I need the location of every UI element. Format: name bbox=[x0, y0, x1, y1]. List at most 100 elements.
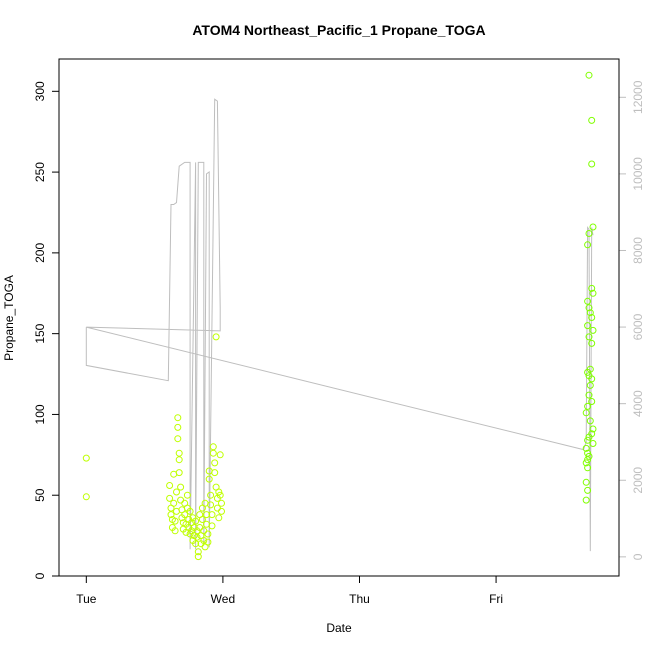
points-layer bbox=[82, 71, 597, 561]
data-point bbox=[192, 517, 200, 525]
data-point bbox=[584, 322, 592, 330]
data-point bbox=[209, 449, 217, 457]
data-point bbox=[173, 488, 180, 496]
data-point bbox=[585, 452, 593, 460]
data-point bbox=[174, 414, 182, 422]
y-tick-label: 0 bbox=[33, 572, 47, 579]
data-point bbox=[212, 333, 220, 341]
y2-tick-label: 0 bbox=[631, 553, 645, 560]
y-tick-label: 100 bbox=[33, 404, 47, 424]
x-tick-label: Thu bbox=[349, 592, 370, 606]
data-point bbox=[216, 451, 224, 459]
data-point bbox=[586, 417, 594, 425]
data-point bbox=[589, 425, 597, 433]
altitude-line-layer bbox=[85, 98, 594, 552]
y-tick-label: 250 bbox=[33, 162, 47, 182]
data-point bbox=[204, 538, 212, 546]
data-point bbox=[588, 375, 596, 383]
x-tick-label: Wed bbox=[211, 592, 235, 606]
data-point bbox=[211, 459, 219, 467]
data-point bbox=[215, 514, 223, 522]
data-point bbox=[218, 499, 225, 507]
data-point bbox=[181, 511, 189, 519]
x-axis-label: Date bbox=[326, 621, 352, 635]
data-point bbox=[198, 516, 206, 523]
data-point bbox=[177, 483, 185, 491]
data-point bbox=[588, 284, 596, 292]
data-point bbox=[585, 304, 593, 312]
data-point bbox=[589, 440, 597, 447]
data-point bbox=[584, 402, 592, 410]
data-point bbox=[588, 314, 596, 321]
data-point bbox=[585, 71, 593, 79]
data-point bbox=[200, 537, 208, 544]
data-point bbox=[205, 475, 213, 483]
data-point bbox=[582, 478, 590, 486]
y2-tick-label: 2000 bbox=[631, 467, 645, 494]
data-point bbox=[585, 333, 593, 341]
data-point bbox=[183, 491, 191, 499]
data-point bbox=[194, 553, 202, 561]
y-tick-label: 50 bbox=[33, 488, 47, 502]
data-point bbox=[582, 409, 590, 417]
data-point bbox=[588, 160, 596, 168]
data-point bbox=[174, 423, 182, 431]
data-point bbox=[170, 499, 178, 507]
data-point bbox=[167, 511, 175, 519]
y-tick-label: 200 bbox=[33, 243, 47, 263]
y-tick-label: 300 bbox=[33, 81, 47, 101]
data-point bbox=[192, 540, 200, 548]
data-point bbox=[166, 494, 174, 502]
x-tick-label: Fri bbox=[489, 592, 503, 606]
plot-frame bbox=[58, 58, 620, 577]
x-tick-label: Tue bbox=[76, 592, 97, 606]
data-point bbox=[582, 444, 590, 452]
data-point bbox=[584, 456, 592, 464]
data-point bbox=[589, 289, 597, 297]
data-point bbox=[588, 116, 596, 124]
data-point bbox=[584, 297, 592, 305]
data-point bbox=[586, 309, 594, 317]
data-point bbox=[186, 507, 194, 515]
data-point bbox=[208, 511, 216, 519]
data-point bbox=[218, 507, 225, 515]
data-point bbox=[584, 486, 592, 494]
y2-tick-label: 8000 bbox=[631, 237, 645, 264]
data-point bbox=[207, 491, 215, 499]
data-point bbox=[171, 527, 179, 535]
data-point bbox=[584, 436, 592, 444]
data-point bbox=[82, 454, 90, 462]
chart-title: ATOM4 Northeast_Pacific_1 Propane_TOGA bbox=[192, 22, 485, 38]
y2-tick-label: 12000 bbox=[631, 80, 645, 114]
data-point bbox=[588, 398, 596, 405]
data-point bbox=[204, 530, 212, 538]
data-point bbox=[582, 496, 590, 504]
data-point bbox=[584, 464, 592, 472]
data-point bbox=[589, 326, 597, 334]
data-point bbox=[193, 533, 201, 541]
data-point bbox=[194, 548, 202, 556]
data-point bbox=[588, 339, 596, 347]
data-point bbox=[208, 522, 216, 530]
data-point bbox=[589, 223, 597, 231]
data-point bbox=[585, 433, 593, 441]
altitude-line bbox=[85, 98, 594, 552]
data-point bbox=[171, 517, 179, 525]
y2-tick-label: 4000 bbox=[631, 390, 645, 417]
y-tick-label: 150 bbox=[33, 323, 47, 343]
y2-tick-label: 6000 bbox=[631, 313, 645, 340]
data-point bbox=[585, 230, 593, 237]
data-point bbox=[215, 488, 223, 496]
data-point bbox=[82, 493, 90, 501]
y-axis-label: Propane_TOGA bbox=[2, 275, 16, 361]
data-point bbox=[175, 456, 183, 464]
data-point bbox=[584, 368, 592, 376]
data-point bbox=[582, 459, 590, 467]
data-point bbox=[175, 469, 183, 477]
data-point bbox=[586, 381, 594, 389]
data-point bbox=[174, 435, 182, 443]
data-point bbox=[585, 391, 593, 399]
